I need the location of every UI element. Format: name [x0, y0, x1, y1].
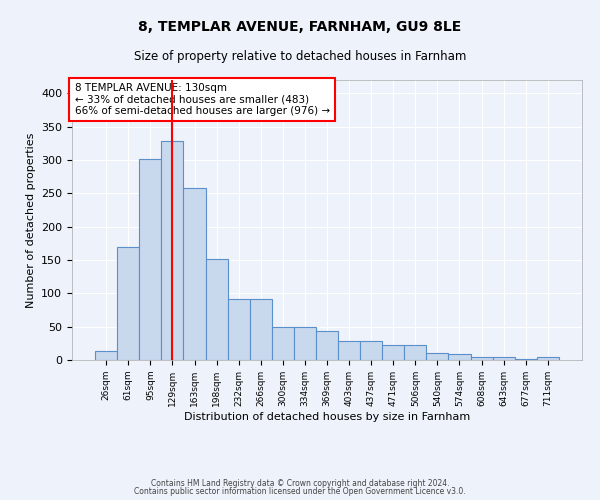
- Bar: [427, 354, 448, 360]
- Bar: [294, 326, 316, 360]
- Y-axis label: Number of detached properties: Number of detached properties: [26, 132, 35, 308]
- Bar: [161, 142, 184, 360]
- Bar: [382, 346, 404, 360]
- Bar: [250, 300, 272, 360]
- Bar: [515, 358, 537, 360]
- Bar: [272, 326, 294, 360]
- Bar: [493, 358, 515, 360]
- Bar: [95, 352, 117, 360]
- Bar: [184, 188, 206, 360]
- Bar: [316, 332, 338, 360]
- Bar: [537, 358, 559, 360]
- Bar: [206, 258, 227, 360]
- Bar: [338, 342, 360, 360]
- Text: Size of property relative to detached houses in Farnham: Size of property relative to detached ho…: [134, 50, 466, 63]
- Text: Contains public sector information licensed under the Open Government Licence v3: Contains public sector information licen…: [134, 487, 466, 496]
- Text: 8 TEMPLAR AVENUE: 130sqm
← 33% of detached houses are smaller (483)
66% of semi-: 8 TEMPLAR AVENUE: 130sqm ← 33% of detach…: [74, 83, 329, 116]
- Bar: [360, 342, 382, 360]
- Text: 8, TEMPLAR AVENUE, FARNHAM, GU9 8LE: 8, TEMPLAR AVENUE, FARNHAM, GU9 8LE: [139, 20, 461, 34]
- Bar: [227, 300, 250, 360]
- Bar: [404, 346, 427, 360]
- Bar: [117, 246, 139, 360]
- Bar: [139, 158, 161, 360]
- Bar: [448, 354, 470, 360]
- Text: Contains HM Land Registry data © Crown copyright and database right 2024.: Contains HM Land Registry data © Crown c…: [151, 478, 449, 488]
- X-axis label: Distribution of detached houses by size in Farnham: Distribution of detached houses by size …: [184, 412, 470, 422]
- Bar: [470, 358, 493, 360]
